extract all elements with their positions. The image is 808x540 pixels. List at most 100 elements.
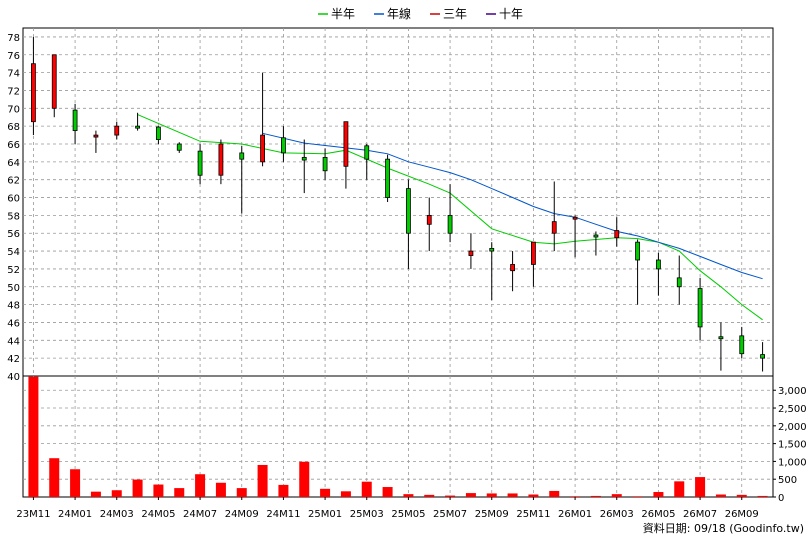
candle-body [176, 143, 182, 151]
candle [301, 139, 307, 194]
candle [489, 242, 495, 301]
candle [176, 142, 182, 153]
volume-bar [486, 493, 497, 497]
candle [156, 126, 161, 144]
candle-body [489, 247, 495, 252]
candle [676, 255, 682, 305]
volume-bar [28, 376, 39, 497]
candle-body [197, 150, 203, 176]
price-tick-label: 74 [7, 69, 20, 80]
candle-body [697, 288, 703, 328]
volume-bar [340, 491, 351, 497]
legend-label: 半年 [331, 7, 355, 21]
candle-body [593, 234, 599, 238]
candle [697, 277, 703, 341]
x-tick-label: 24M07 [183, 509, 217, 520]
x-tick-label: 26M05 [641, 509, 675, 520]
volume-plot-area [22, 375, 774, 498]
candle [531, 241, 536, 287]
candle [614, 217, 620, 247]
price-tick-label: 70 [7, 104, 20, 115]
candle-body [218, 143, 224, 176]
volume-bar [465, 493, 476, 497]
candle-body [281, 137, 286, 154]
volume-bar [299, 461, 310, 497]
volume-bar [445, 495, 456, 497]
ma-year-line [262, 132, 763, 280]
price-plot-area [22, 27, 774, 377]
volume-tick-label: 1,000 [778, 457, 807, 468]
candle [260, 72, 265, 167]
candle-body [322, 156, 328, 172]
candle-body [676, 277, 682, 288]
candle [197, 144, 203, 185]
volume-bar [132, 479, 143, 497]
volume-bar [528, 494, 539, 497]
x-tick-label: 24M05 [141, 509, 175, 520]
volume-bar [236, 488, 247, 497]
price-tick-label: 50 [7, 283, 20, 294]
candle [718, 322, 724, 371]
volume-bar [215, 482, 226, 497]
volume-panel: 0 500 1,000 1,500 2,000 2,500 3,000 [22, 375, 807, 504]
volume-bar [174, 488, 185, 497]
volume-bar [195, 474, 206, 497]
candle-body [551, 221, 557, 234]
candle [114, 121, 120, 140]
x-tick-label: 25M11 [516, 509, 550, 520]
candle [343, 121, 349, 189]
legend: 半年 年線 三年 十年 [318, 6, 523, 21]
candle-body [156, 126, 161, 140]
candle [510, 251, 515, 292]
price-panel: 40 42 44 46 48 50 52 54 56 58 60 62 64 66 68 70 72 74 76 78 [7, 27, 774, 383]
legend-item-0: 半年 [318, 7, 355, 21]
volume-tick-label: 0 [778, 493, 784, 504]
volume-bar [757, 495, 768, 497]
volume-bar [507, 493, 518, 497]
candle-body [447, 214, 453, 234]
volume-bar [653, 492, 664, 497]
volume-bar [49, 458, 60, 497]
x-tick-label: 25M01 [308, 509, 342, 520]
candle [635, 239, 640, 305]
candle-body [343, 121, 349, 167]
x-tick-label: 24M11 [266, 509, 300, 520]
candle [593, 231, 599, 256]
candle-body [760, 354, 765, 359]
price-tick-label: 62 [7, 176, 20, 187]
price-tick-label: 54 [7, 247, 20, 258]
volume-bar [278, 484, 289, 497]
candle [656, 252, 661, 296]
volume-bar [90, 491, 101, 497]
candle-body [301, 156, 307, 161]
x-tick-label: 25M05 [391, 509, 425, 520]
volume-bar [111, 490, 122, 497]
x-tick-label: 24M01 [58, 509, 92, 520]
candle-body [531, 241, 536, 265]
candle [93, 130, 99, 153]
candle [51, 54, 57, 118]
volume-bar [695, 477, 706, 497]
volume-tick-label: 500 [778, 475, 797, 486]
price-tick-label: 40 [7, 372, 20, 383]
candle-body [718, 336, 724, 340]
volume-bar [153, 484, 164, 497]
candle [281, 126, 286, 162]
volume-bar [570, 496, 581, 497]
candle-body [260, 134, 265, 163]
volume-bar [632, 496, 643, 497]
candle-body [635, 241, 640, 261]
candle [739, 326, 745, 359]
candle [322, 148, 328, 180]
candle [239, 145, 245, 214]
volume-tick-label: 1,500 [778, 440, 807, 451]
volume-tick-label: 2,000 [778, 422, 807, 433]
candle-body [739, 335, 745, 355]
x-tick-label: 25M03 [350, 509, 384, 520]
price-tick-label: 48 [7, 301, 20, 312]
legend-item-3: 十年 [486, 7, 523, 21]
candle [468, 233, 474, 269]
volume-bar [736, 494, 747, 497]
price-tick-label: 64 [7, 158, 20, 169]
